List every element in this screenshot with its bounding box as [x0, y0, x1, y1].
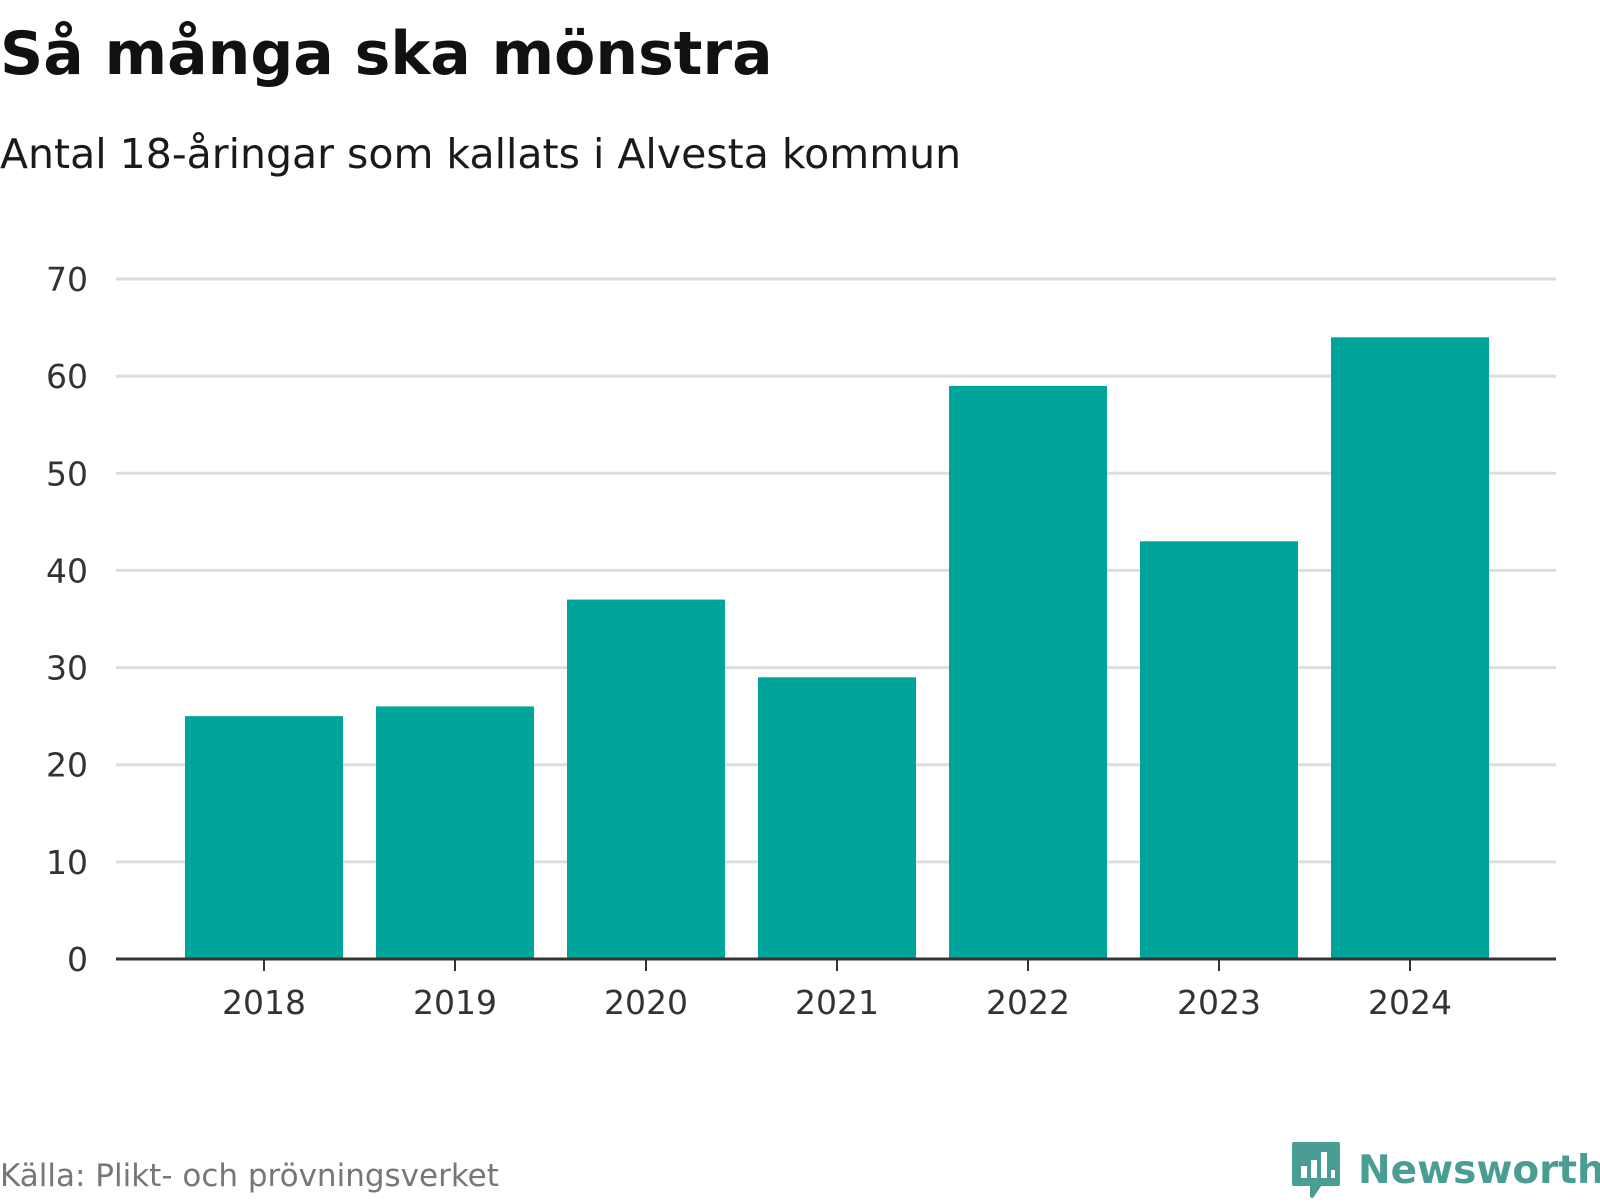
bar-chart: 0 10 20 30 40 50 60 70 2018 2019 2020 2021 2022 2023 2… — [46, 260, 1556, 1022]
x-tick-label: 2019 — [413, 983, 497, 1022]
x-tick-label: 2020 — [604, 983, 688, 1022]
bar-2020 — [567, 599, 725, 959]
bar-2021 — [758, 677, 916, 959]
y-tick-label: 10 — [46, 843, 88, 882]
chart-subtitle: Antal 18-åringar som kallats i Alvesta k… — [0, 130, 962, 178]
axes: 0 10 20 30 40 50 60 70 2018 2019 2020 2021 2022 2023 2… — [46, 260, 1556, 1022]
bars — [185, 337, 1489, 959]
y-tick-label: 0 — [67, 940, 88, 979]
bar-2018 — [185, 716, 343, 959]
x-tick-label: 2018 — [222, 983, 306, 1022]
bar-2022 — [949, 385, 1107, 959]
source-note: Källa: Plikt- och prövningsverket — [0, 1158, 499, 1194]
y-tick-label: 70 — [46, 260, 88, 299]
y-tick-label: 40 — [46, 551, 88, 590]
y-tick-label: 20 — [46, 746, 88, 785]
bar-2024 — [1331, 337, 1489, 959]
y-tick-label: 60 — [46, 357, 88, 396]
bar-2023 — [1140, 541, 1298, 959]
x-tick-label: 2022 — [986, 983, 1070, 1022]
chart-title: Så många ska mönstra — [0, 19, 773, 89]
brand-name: Newsworthy — [1358, 1147, 1600, 1193]
brand-logo: Newsworthy — [1290, 1138, 1600, 1202]
x-tick-label: 2021 — [795, 983, 879, 1022]
x-tick-label: 2024 — [1368, 983, 1452, 1022]
bar-2019 — [376, 706, 534, 959]
y-tick-label: 50 — [46, 454, 88, 493]
bar-chart-speech-bubble-icon — [1292, 1142, 1340, 1198]
gridlines — [116, 277, 1556, 864]
x-tick-label: 2023 — [1177, 983, 1261, 1022]
y-tick-label: 30 — [46, 649, 88, 688]
